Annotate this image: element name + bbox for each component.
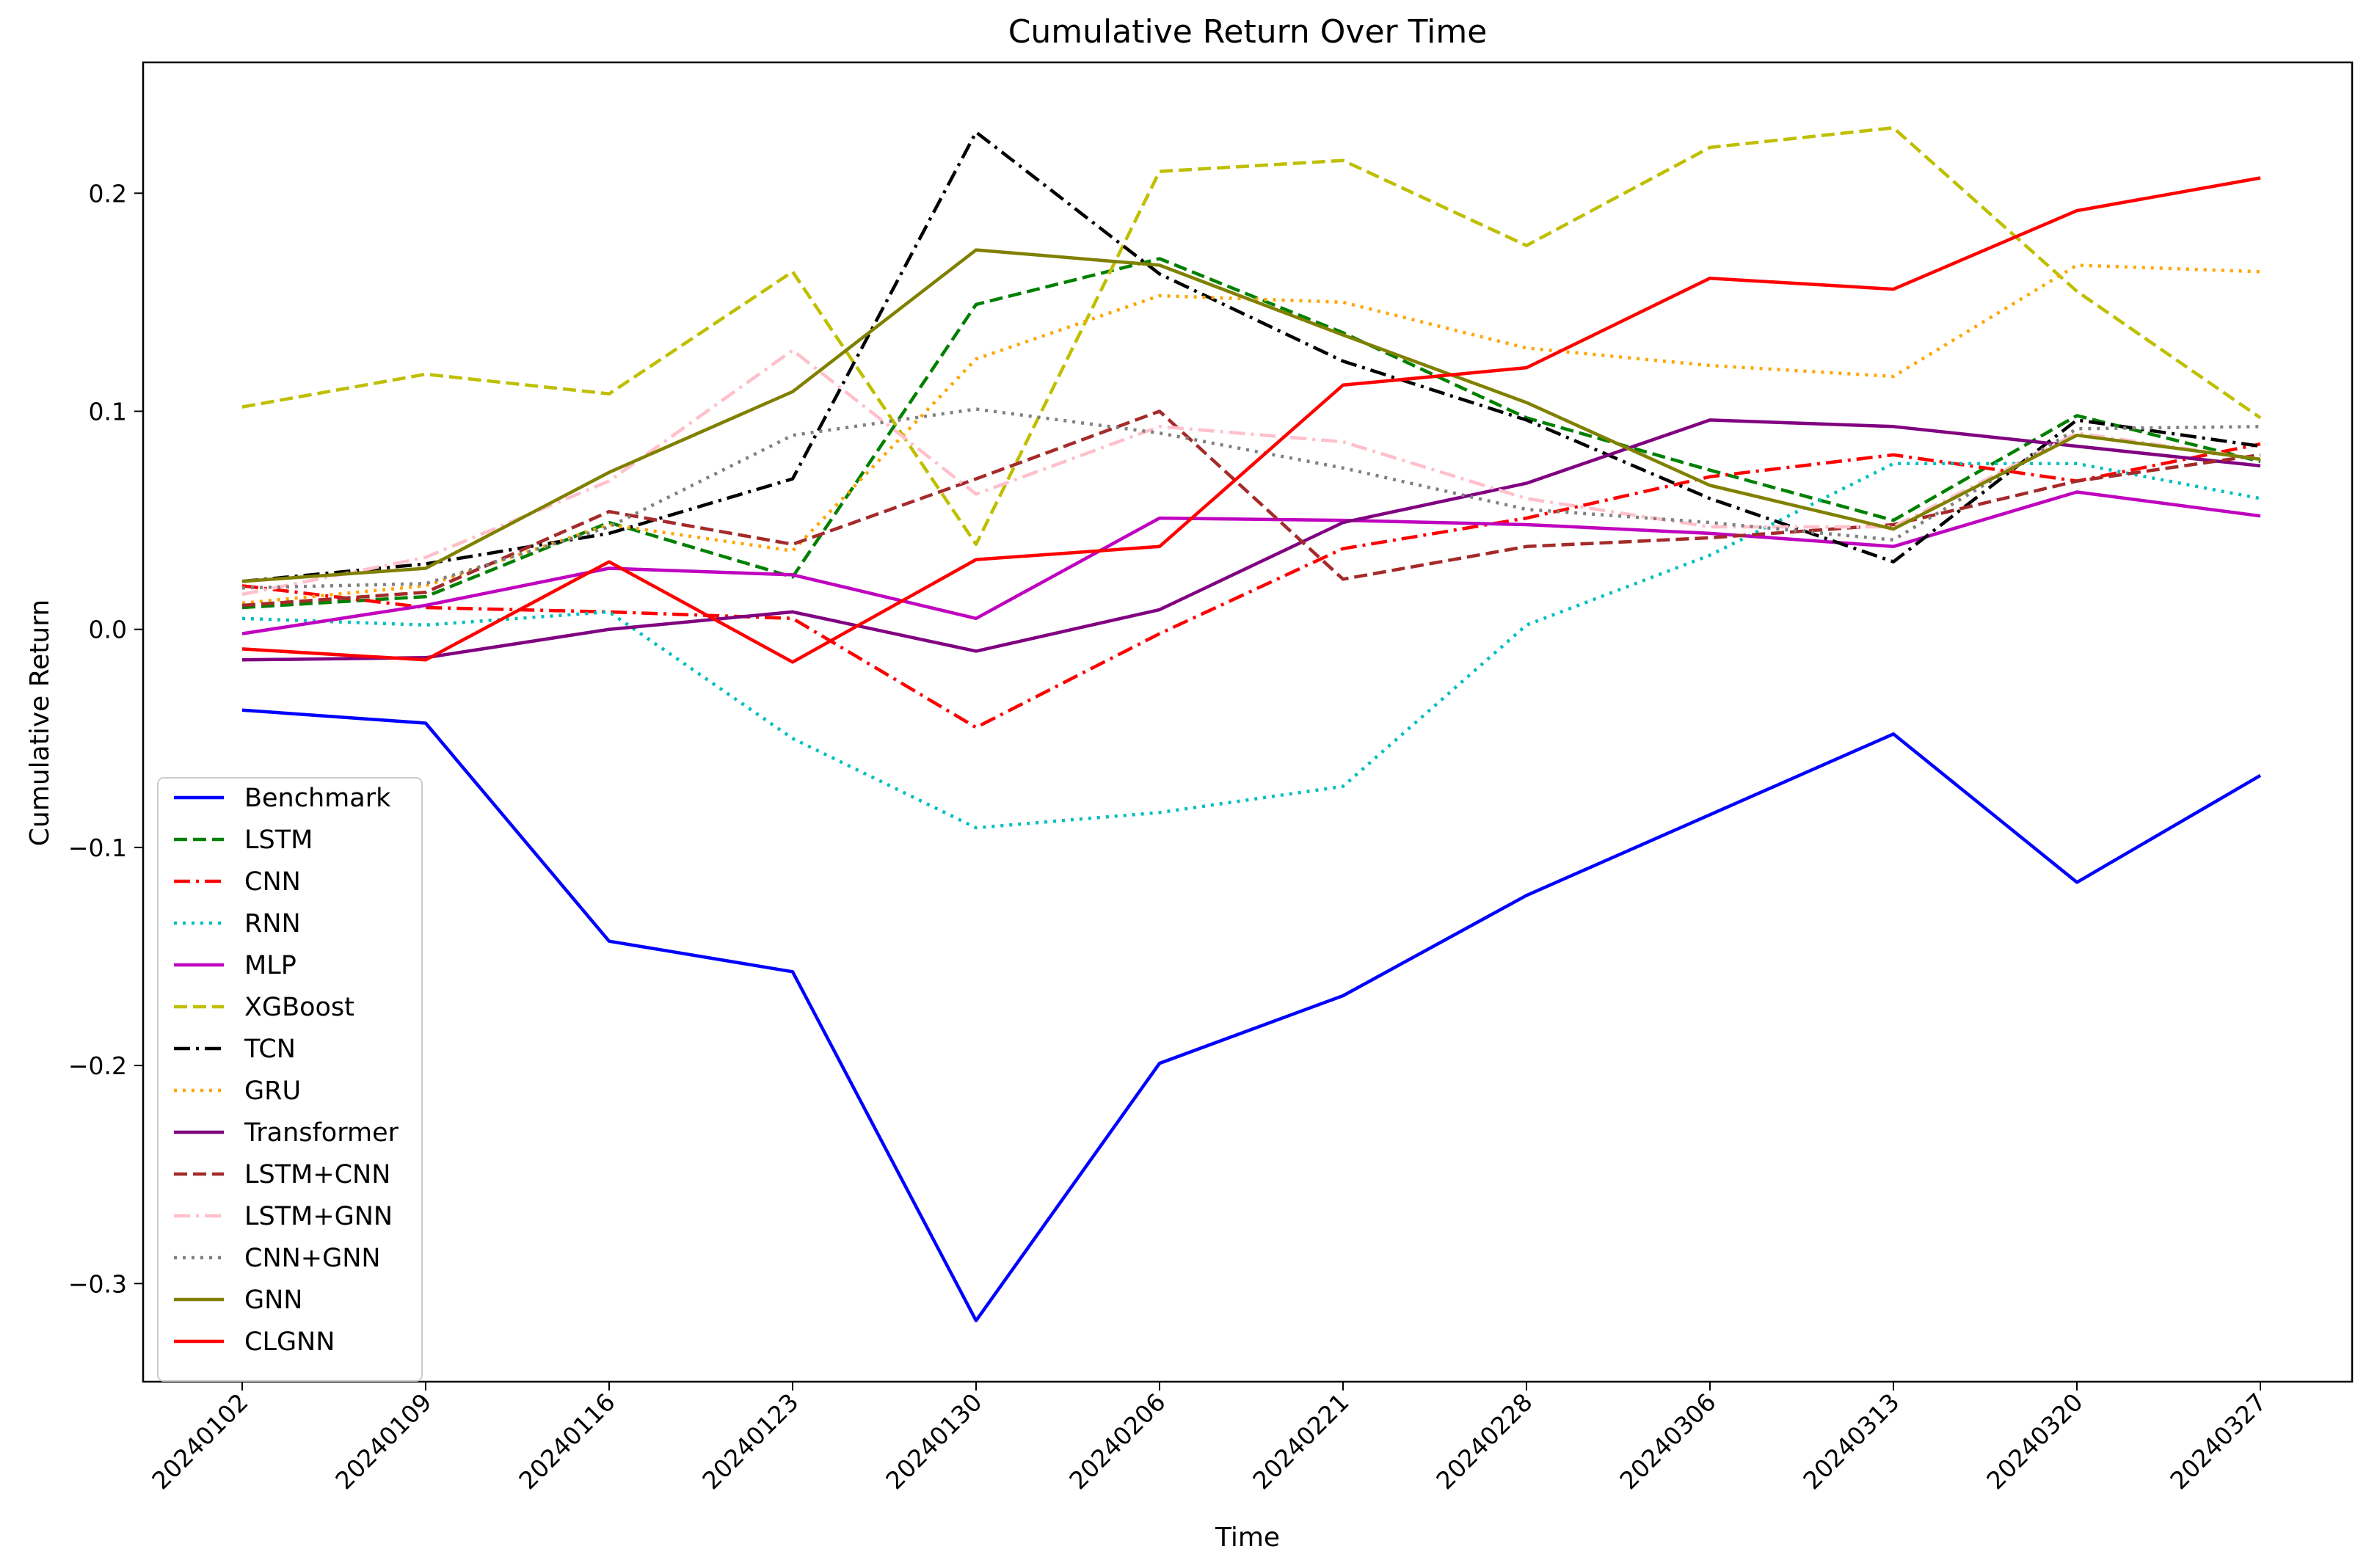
legend-label-lstm-plus-gnn: LSTM+GNN bbox=[244, 1202, 393, 1231]
y-tick-label: 0.1 bbox=[89, 398, 127, 426]
y-axis-label: Cumulative Return bbox=[25, 599, 55, 846]
legend-label-tcn: TCN bbox=[244, 1035, 296, 1064]
series-line-benchmark bbox=[241, 708, 2262, 1323]
series-line-tcn bbox=[241, 130, 2261, 583]
y-tick-label: −0.1 bbox=[68, 834, 127, 862]
legend-label-lstm: LSTM bbox=[244, 825, 313, 855]
legend-label-benchmark: Benchmark bbox=[244, 784, 391, 813]
plot-frame bbox=[142, 61, 2354, 1383]
series-line-cnn-plus-gnn bbox=[241, 407, 2261, 590]
legend-label-cnn-plus-gnn: CNN+GNN bbox=[244, 1244, 381, 1273]
y-tick-label: −0.3 bbox=[68, 1269, 127, 1298]
plot-area bbox=[241, 125, 2262, 1323]
series-line-cnn bbox=[241, 442, 2261, 729]
y-tick-label: 0.2 bbox=[89, 179, 127, 208]
series-line-clgnn bbox=[241, 176, 2261, 664]
chart-title: Cumulative Return Over Time bbox=[1008, 13, 1488, 51]
series-line-transformer bbox=[241, 418, 2261, 662]
y-tick-label: 0.0 bbox=[89, 616, 127, 644]
legend-label-gnn: GNN bbox=[244, 1286, 303, 1315]
legend-label-lstm-plus-cnn: LSTM+CNN bbox=[244, 1160, 390, 1189]
legend: Benchmark LSTM CNN RNN MLP XGBoost TCN GRU Trans… bbox=[157, 777, 423, 1382]
y-axis: −0.3 −0.2 −0.1 0.0 0.1 0.2 bbox=[68, 179, 143, 1298]
legend-label-rnn: RNN bbox=[244, 909, 301, 938]
series-line-lstm-plus-gnn bbox=[241, 349, 2261, 597]
legend-label-transformer: Transformer bbox=[244, 1118, 399, 1148]
legend-label-xgboost: XGBoost bbox=[244, 993, 354, 1022]
y-tick-label: −0.2 bbox=[68, 1051, 127, 1080]
x-axis-label: Time bbox=[1215, 1523, 1280, 1553]
legend-label-clgnn: CLGNN bbox=[244, 1327, 335, 1357]
series-line-gnn bbox=[241, 248, 2261, 583]
legend-label-mlp: MLP bbox=[244, 951, 296, 980]
series-line-lstm-plus-cnn bbox=[241, 409, 2261, 608]
series-line-rnn bbox=[241, 462, 2261, 830]
legend-box bbox=[157, 777, 423, 1382]
legend-label-cnn: CNN bbox=[244, 867, 301, 897]
legend-label-gru: GRU bbox=[244, 1076, 301, 1106]
